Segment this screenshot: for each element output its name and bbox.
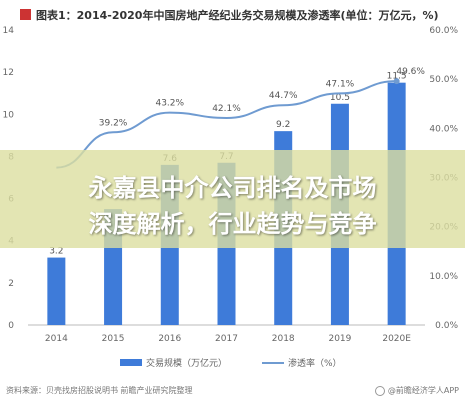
legend-item-line: 渗透率（%） bbox=[262, 356, 342, 369]
y-right-tick-label: 10.0% bbox=[429, 272, 458, 282]
line-value-label: 47.1% bbox=[326, 79, 355, 89]
x-tick-label: 2016 bbox=[158, 334, 181, 344]
title-bullet-icon bbox=[20, 9, 31, 20]
y-left-tick-label: 14 bbox=[3, 26, 15, 36]
legend-label-bar: 交易规模（万亿元） bbox=[146, 359, 228, 369]
bar-value-label: 9.2 bbox=[276, 120, 290, 130]
line-value-label: 42.1% bbox=[212, 104, 241, 114]
bar bbox=[47, 257, 66, 325]
legend-line-swatch bbox=[262, 361, 284, 364]
chart-legend: 交易规模（万亿元） 渗透率（%） bbox=[0, 356, 465, 372]
overlay-banner: 永嘉县中介公司排名及市场 深度解析，行业趋势与竞争 bbox=[0, 150, 465, 248]
footer-brand-wrap: @前瞻经济学人APP bbox=[374, 385, 459, 396]
line-end-marker bbox=[393, 78, 400, 85]
footer: 资料来源：贝壳找房招股说明书 前瞻产业研究院整理 @前瞻经济学人APP bbox=[0, 382, 465, 400]
y-right-tick-label: 50.0% bbox=[429, 75, 458, 85]
chart-title: 图表1：2014-2020年中国房地产经纪业务交易规模及渗透率(单位：万亿元，%… bbox=[36, 9, 439, 22]
y-left-tick-label: 2 bbox=[8, 279, 14, 289]
legend-bar-swatch bbox=[120, 359, 142, 366]
brand-logo-icon bbox=[374, 385, 385, 396]
footer-source: 资料来源：贝壳找房招股说明书 前瞻产业研究院整理 bbox=[6, 386, 193, 395]
bar-value-label: 11.5 bbox=[387, 72, 407, 82]
line-value-label: 49.6% bbox=[396, 67, 425, 77]
x-tick-label: 2014 bbox=[45, 334, 68, 344]
y-left-tick-label: 0 bbox=[8, 321, 14, 331]
chart-title-bar: 图表1：2014-2020年中国房地产经纪业务交易规模及渗透率(单位：万亿元，%… bbox=[0, 0, 465, 26]
overlay-headline-line2: 深度解析，行业趋势与竞争 bbox=[88, 210, 377, 238]
x-tick-label: 2020E bbox=[382, 334, 411, 344]
legend-item-bar: 交易规模（万亿元） bbox=[120, 356, 227, 369]
y-right-tick-label: 40.0% bbox=[429, 124, 458, 134]
line-value-label: 39.2% bbox=[99, 118, 128, 128]
footer-brand: @前瞻经济学人APP bbox=[387, 386, 459, 395]
y-left-tick-label: 10 bbox=[3, 110, 15, 120]
x-tick-label: 2019 bbox=[328, 334, 351, 344]
y-left-tick-label: 12 bbox=[3, 68, 14, 78]
line-value-label: 44.7% bbox=[269, 91, 298, 101]
x-tick-label: 2015 bbox=[102, 334, 125, 344]
bar-value-label: 10.5 bbox=[330, 93, 350, 103]
legend-label-line: 渗透率（%） bbox=[288, 359, 342, 369]
bar-value-label: 3.2 bbox=[49, 247, 63, 257]
line-value-label: 43.2% bbox=[155, 99, 184, 109]
series-line-penetration bbox=[56, 80, 397, 169]
x-tick-label: 2018 bbox=[272, 334, 295, 344]
x-tick-label: 2017 bbox=[215, 334, 238, 344]
overlay-headline-line1: 永嘉县中介公司排名及市场 bbox=[88, 174, 377, 202]
y-right-tick-label: 60.0% bbox=[429, 26, 458, 36]
y-right-tick-label: 0.0% bbox=[435, 321, 458, 331]
